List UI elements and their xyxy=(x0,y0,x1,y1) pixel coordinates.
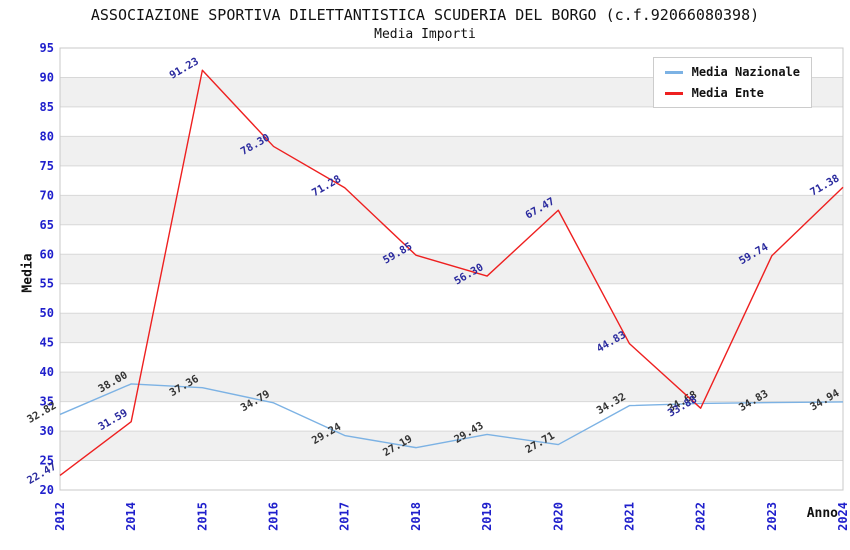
x-tick-label: 2012 xyxy=(53,502,67,531)
plot-band xyxy=(60,342,843,373)
y-tick-label: 85 xyxy=(40,100,54,114)
legend: Media Nazionale Media Ente xyxy=(652,57,812,108)
y-tick-label: 25 xyxy=(40,454,54,468)
x-axis-title: Anno xyxy=(806,506,838,521)
y-tick-label: 35 xyxy=(40,395,54,409)
x-tick-label: 2021 xyxy=(622,502,636,531)
plot-band xyxy=(60,460,843,490)
y-tick-label: 40 xyxy=(40,365,54,379)
y-tick-label: 20 xyxy=(40,483,54,497)
series-line-media-ente xyxy=(59,69,844,477)
y-tick-label: 30 xyxy=(40,424,54,438)
x-tick-label: 2022 xyxy=(694,502,708,531)
plot-band xyxy=(60,431,843,461)
x-tick-label: 2016 xyxy=(267,502,281,531)
y-tick-label: 55 xyxy=(40,277,54,291)
plot-band xyxy=(60,254,843,284)
x-tick-label: 2018 xyxy=(409,502,423,531)
x-tick-label: 2015 xyxy=(195,502,209,531)
plot-band xyxy=(60,313,843,343)
plot-band xyxy=(60,224,843,255)
plot-band xyxy=(60,136,843,166)
x-tick-label: 2019 xyxy=(480,502,494,531)
y-tick-label: 50 xyxy=(40,306,54,320)
y-tick-label: 45 xyxy=(40,336,54,350)
y-axis-title: Media xyxy=(20,253,36,293)
y-tick-label: 75 xyxy=(40,159,54,173)
plot-band xyxy=(60,106,843,137)
y-tick-label: 90 xyxy=(40,70,54,84)
x-tick-label: 2024 xyxy=(836,502,850,531)
y-tick-label: 65 xyxy=(40,218,54,232)
y-tick-label: 60 xyxy=(40,247,54,261)
chart-subtitle: Media Importi xyxy=(374,27,476,42)
series-line-media-nazionale xyxy=(59,383,844,449)
media-nazionale-line-swatch xyxy=(664,70,683,74)
x-tick-label: 2023 xyxy=(765,502,779,531)
y-tick-label: 95 xyxy=(40,41,54,55)
legend-item-media-ente: Media Ente xyxy=(664,86,800,100)
legend-label-media-ente: Media Ente xyxy=(691,86,764,100)
x-tick-label: 2017 xyxy=(338,502,352,531)
y-tick-label: 70 xyxy=(40,188,54,202)
plot-band xyxy=(60,401,843,432)
x-tick-label: 2020 xyxy=(551,502,565,531)
legend-label-media-nazionale: Media Nazionale xyxy=(691,65,800,79)
media-ente-line-swatch xyxy=(664,91,683,95)
y-tick-label: 80 xyxy=(40,129,54,143)
legend-item-media-nazionale: Media Nazionale xyxy=(664,65,800,79)
plot-band xyxy=(60,283,843,314)
plot-band xyxy=(60,165,843,196)
plot-border xyxy=(59,47,844,491)
chart-title: ASSOCIAZIONE SPORTIVA DILETTANTISTICA SC… xyxy=(90,6,760,24)
plot-band xyxy=(60,195,843,225)
x-tick-label: 2014 xyxy=(124,502,138,531)
